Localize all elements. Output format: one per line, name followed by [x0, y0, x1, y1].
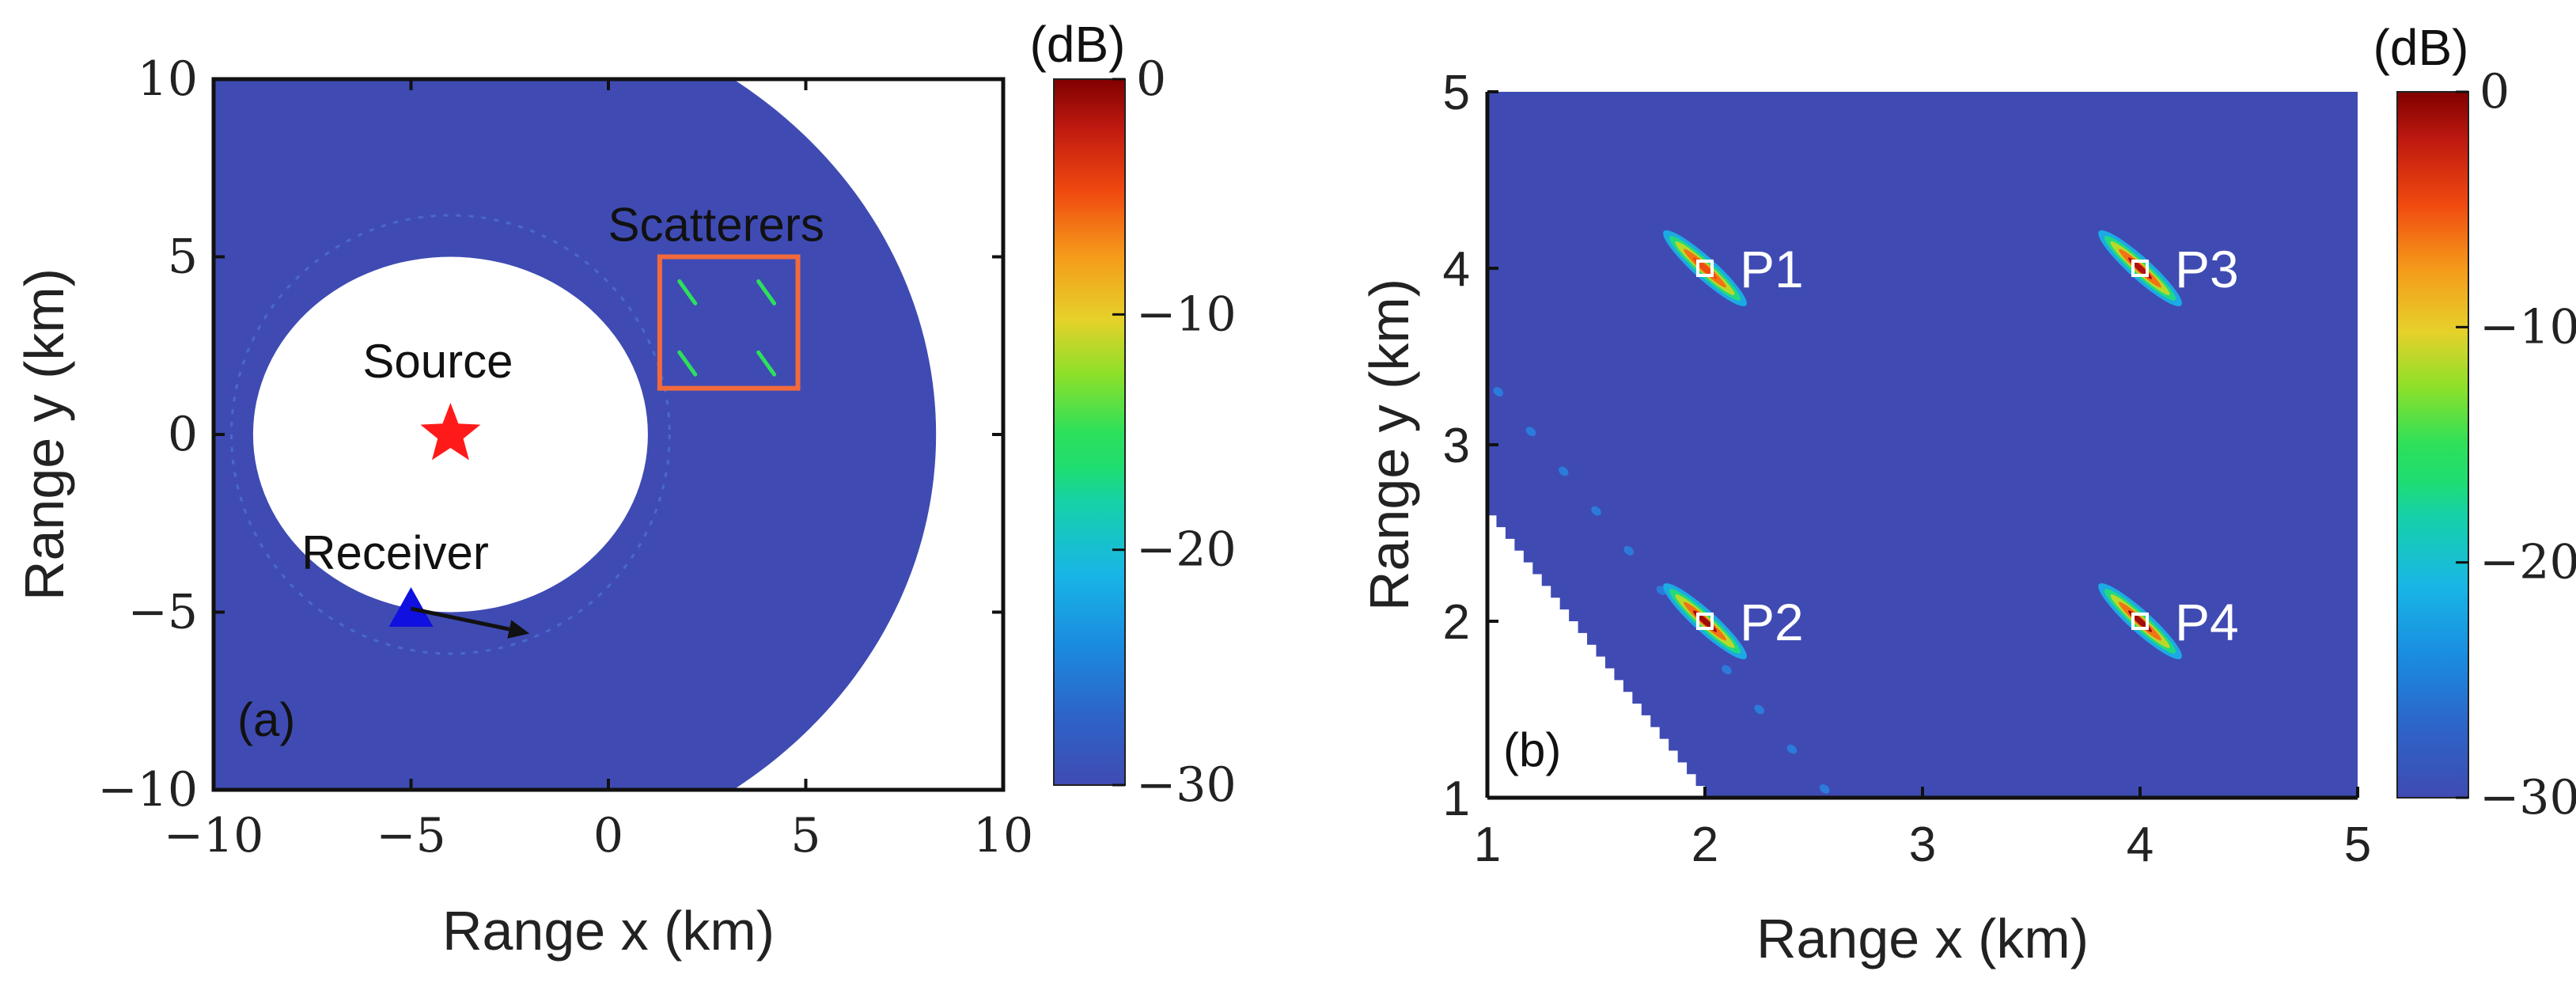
receiver-heading-arrow: [410, 606, 510, 632]
point-markers-b: P1 P2 P3 P4: [1696, 240, 2239, 651]
point-marker: [1696, 260, 1714, 277]
colorbar-unit-a: (dB): [1030, 16, 1126, 73]
y-tick-label: 1: [1443, 772, 1470, 826]
colorbar-ticks-a: 0 −10 −20 −30: [1112, 51, 1237, 813]
receiver-arrowhead: [507, 620, 530, 639]
source-star-marker: [420, 403, 481, 461]
colorbar-tick-label: 0: [2479, 64, 2510, 120]
panel-b: P1 P2 P3 P4 (b) 1 2 3 4 5 1 2 3 4 5 Range x (km) Ra…: [1358, 66, 2371, 969]
x-tick-label: 3: [1909, 818, 1936, 872]
x-tick-label: −5: [376, 808, 445, 863]
scatterer-streak: [677, 279, 698, 305]
colorbar-tick-label: −30: [1136, 757, 1237, 813]
panel-label-b: (b): [1503, 723, 1561, 776]
y-tick-label: 2: [1443, 595, 1470, 650]
ghost-dot: [1786, 744, 1798, 754]
scatterers-a: [677, 279, 777, 377]
colorbar-tick-label: −20: [1136, 522, 1237, 578]
y-tick-label: 10: [138, 51, 198, 107]
y-tick-label: 3: [1443, 419, 1470, 473]
panel-label-a: (a): [237, 693, 295, 746]
y-ticks-b: 1 2 3 4 5: [1443, 66, 1498, 826]
colorbar-tick-label: 0: [1136, 51, 1166, 107]
point-marker: [2131, 260, 2149, 277]
y-ticks-a: −10 −5 0 5 10: [97, 51, 1003, 818]
x-tick-label: 10: [973, 808, 1033, 863]
point-label: P3: [2175, 240, 2239, 298]
colorbar-gradient-a: [1053, 78, 1126, 786]
ghost-dot: [1525, 427, 1536, 437]
y-tick-label: 5: [168, 230, 198, 285]
scatterer-box: [657, 254, 801, 391]
scatterer-streak: [756, 350, 777, 377]
y-tick-label: −10: [97, 762, 198, 818]
scatterer-streak: [677, 350, 698, 377]
colorbar-gradient-b: [2396, 91, 2469, 799]
y-tick-label: −5: [128, 585, 198, 640]
ghost-dot: [1754, 704, 1765, 715]
x-ticks-a: −10 −5 0 5 10: [164, 79, 1033, 863]
ghost-dot: [1558, 466, 1569, 476]
colorbar-unit-b: (dB): [2373, 19, 2469, 76]
y-axis-label-b: Range y (km): [1358, 279, 1420, 611]
ghost-dot: [1591, 506, 1601, 516]
colorbar-tick-label: −20: [2479, 535, 2576, 590]
ghost-dot: [1493, 387, 1504, 397]
ghost-dot: [1722, 665, 1732, 675]
x-tick-label: −10: [164, 808, 264, 863]
receiver-triangle-marker: [388, 587, 434, 628]
y-tick-label: 0: [168, 407, 198, 462]
ghost-dot: [1819, 783, 1830, 794]
colorbar-b: (dB) 0 −10 −20 −30: [2373, 19, 2576, 825]
panel-a: Scatterers Source Receiver (a) −10 −5 0 5 10…: [13, 51, 1033, 962]
colorbar-ticks-b: 0 −10 −20 −30: [2456, 64, 2576, 825]
uncovered-region-b: [1487, 515, 1705, 798]
ghost-dot: [1623, 545, 1635, 556]
point-response-p2: [1663, 583, 1747, 659]
point-marker: [2131, 613, 2149, 630]
point-response-p1: [1663, 230, 1747, 306]
point-label: P2: [1740, 593, 1804, 651]
x-tick-label: 1: [1474, 818, 1501, 872]
point-response-p4: [2098, 583, 2182, 659]
x-axis-label-b: Range x (km): [1756, 908, 2089, 969]
source-label: Source: [362, 335, 513, 388]
point-marker: [1696, 613, 1714, 630]
x-tick-label: 5: [2344, 818, 2371, 872]
receiver-label: Receiver: [301, 526, 489, 579]
x-tick-label: 2: [1691, 818, 1718, 872]
colorbar-a: (dB) 0 −10 −20 −30: [1030, 16, 1237, 813]
plot-area-b: [1487, 92, 2358, 798]
inner-ring-a: [229, 214, 671, 655]
point-response-p3: [2098, 230, 2182, 306]
x-tick-label: 4: [2127, 818, 2154, 872]
point-responses-b: [1663, 230, 2182, 659]
colorbar-tick-label: −10: [1136, 286, 1237, 342]
point-label: P1: [1740, 240, 1804, 298]
y-tick-label: 5: [1443, 66, 1470, 120]
y-tick-label: 4: [1443, 242, 1470, 297]
colorbar-tick-label: −30: [2479, 770, 2576, 825]
x-ticks-b: 1 2 3 4 5: [1474, 787, 2371, 872]
x-tick-label: 0: [593, 808, 623, 863]
colorbar-tick-label: −10: [2479, 299, 2576, 355]
y-axis-label-a: Range y (km): [13, 268, 75, 601]
x-axis-label-a: Range x (km): [442, 900, 775, 962]
x-tick-label: 5: [790, 808, 820, 863]
scatterer-streak: [756, 279, 777, 305]
point-label: P4: [2175, 593, 2239, 651]
ghost-streak-b: [1493, 387, 1830, 794]
scatterers-label: Scatterers: [608, 199, 824, 252]
